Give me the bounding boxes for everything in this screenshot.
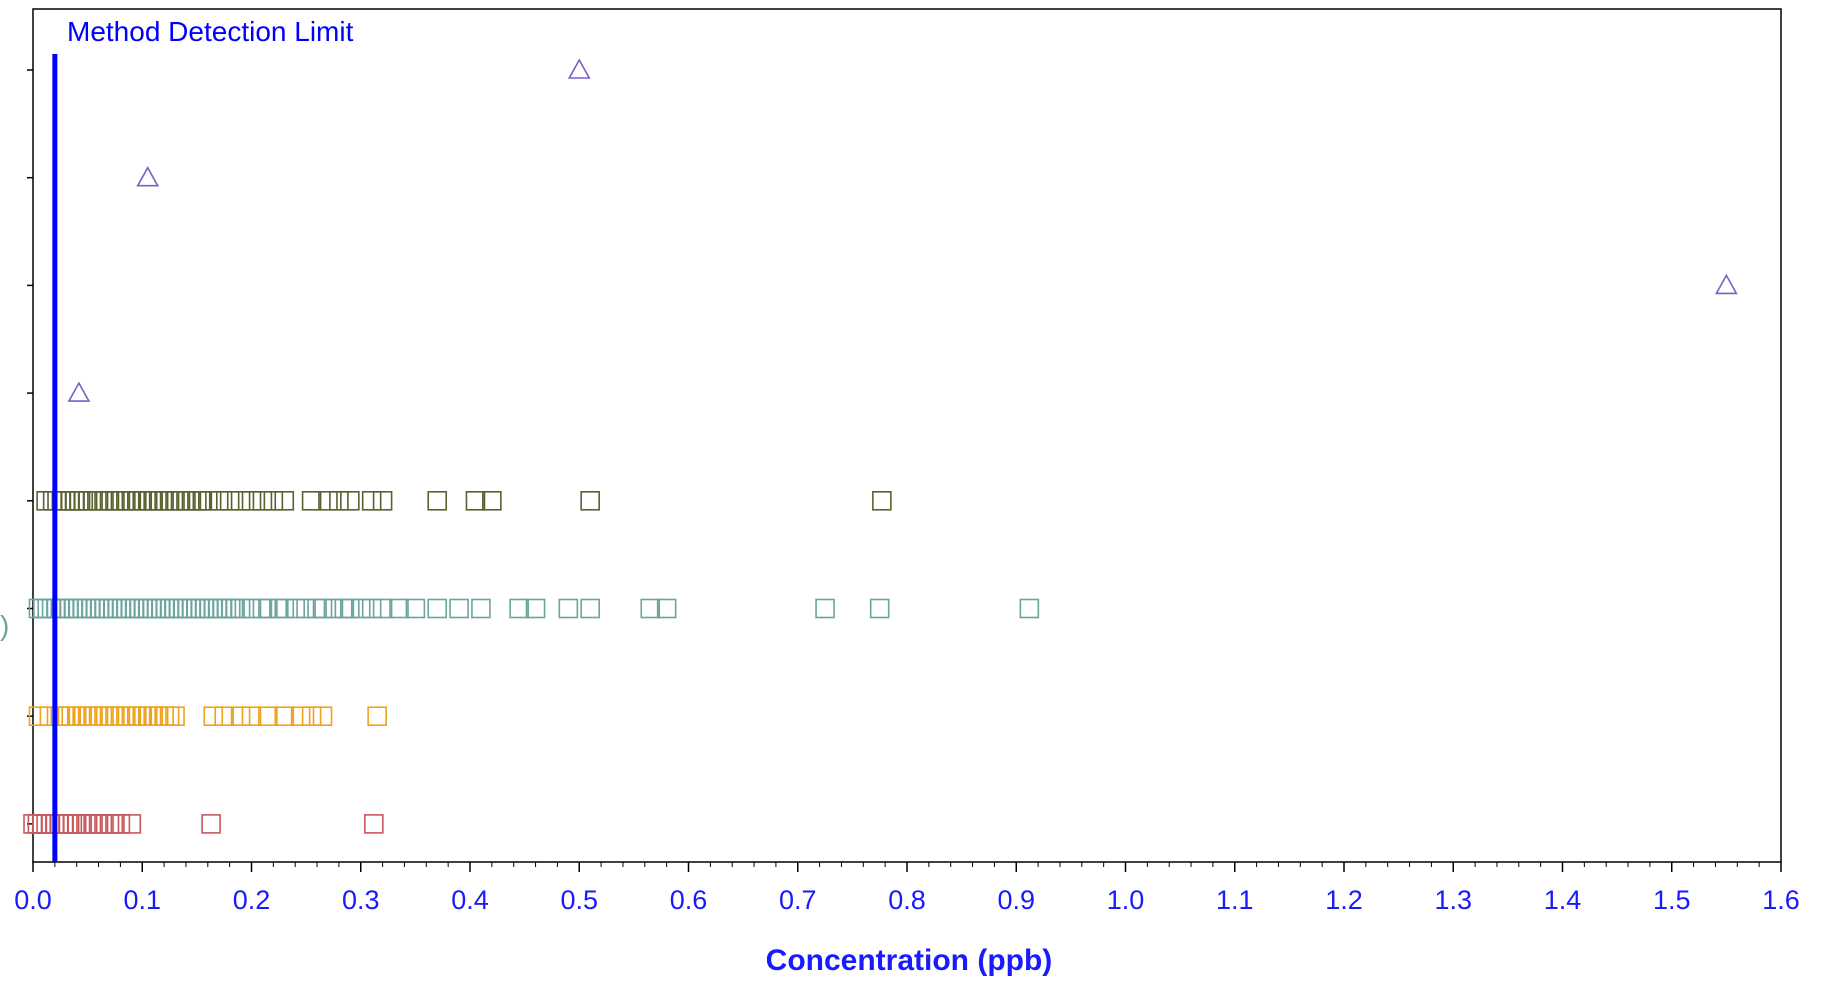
square-point (405, 598, 426, 619)
square-point (872, 490, 892, 511)
square-point (318, 490, 338, 511)
square-point (230, 598, 251, 619)
x-tick-label: 1.3 (1434, 885, 1472, 915)
square-point (525, 598, 546, 619)
square-point (312, 706, 333, 727)
square-point (471, 598, 491, 619)
square-point (580, 598, 600, 619)
square-point (241, 490, 262, 511)
x-tick-label: 1.0 (1107, 885, 1145, 915)
x-axis-tick-labels: 0.0 0.1 0.2 0.3 0.4 0.5 0.6 0.7 0.8 0.9 1.0 1.1 1.2 1… (14, 885, 1800, 915)
square-point (296, 598, 316, 619)
square-point (427, 598, 448, 619)
square-point (39, 706, 60, 727)
square-point (323, 598, 344, 619)
x-tick-label: 1.6 (1762, 885, 1800, 915)
square-point (482, 490, 502, 511)
square-point (364, 814, 384, 834)
square-point (427, 490, 448, 511)
triangle-point (67, 381, 91, 402)
square-point (258, 598, 278, 619)
data-points (23, 58, 1738, 834)
square-point (201, 814, 221, 834)
truncated-y-axis-label: ) (0, 610, 9, 641)
square-point (241, 706, 262, 727)
square-point (285, 598, 306, 619)
method-detection-limit-label: Method Detection Limit (67, 16, 354, 47)
x-tick-label: 1.2 (1325, 885, 1363, 915)
x-tick-label: 0.1 (123, 885, 161, 915)
x-tick-label: 0.5 (560, 885, 598, 915)
x-tick-label: 0.7 (779, 885, 817, 915)
square-point (290, 706, 311, 727)
x-tick-label: 1.4 (1544, 885, 1582, 915)
triangle-point (567, 58, 591, 79)
x-axis-ticks (32, 862, 1782, 872)
square-point (372, 490, 393, 511)
square-point (350, 598, 371, 619)
square-point (110, 814, 131, 834)
square-point (449, 598, 469, 619)
square-point (465, 490, 486, 511)
square-point (214, 706, 234, 727)
square-point (869, 598, 890, 619)
square-point (301, 706, 322, 727)
square-point (258, 706, 278, 727)
square-point (361, 490, 382, 511)
square-point (241, 598, 262, 619)
square-point (165, 706, 185, 727)
square-point (301, 490, 322, 511)
square-point (203, 706, 224, 727)
square-point (1019, 598, 1040, 619)
square-point (230, 706, 251, 727)
square-point (558, 598, 579, 619)
square-point (361, 598, 382, 619)
square-point (230, 490, 251, 511)
x-tick-label: 0.0 (14, 885, 52, 915)
x-tick-label: 0.3 (342, 885, 380, 915)
square-point (389, 598, 409, 619)
square-point (208, 490, 229, 511)
x-tick-label: 0.9 (997, 885, 1035, 915)
square-point (28, 706, 49, 727)
square-point (274, 490, 295, 511)
square-point (121, 814, 142, 834)
square-point (198, 490, 218, 511)
square-point (252, 490, 273, 511)
x-tick-label: 0.8 (888, 885, 926, 915)
triangle-point (1715, 273, 1738, 295)
square-point (367, 706, 387, 727)
square-point (640, 598, 661, 619)
square-point (580, 490, 600, 511)
square-point (656, 598, 677, 619)
square-point (263, 490, 284, 511)
x-tick-label: 0.2 (233, 885, 271, 915)
square-point (274, 706, 295, 727)
x-tick-label: 1.1 (1216, 885, 1254, 915)
square-point (372, 598, 393, 619)
x-tick-label: 0.6 (670, 885, 708, 915)
square-point (274, 598, 295, 619)
triangle-point (136, 166, 160, 187)
square-point (340, 490, 360, 511)
square-point (340, 598, 360, 619)
square-point (329, 490, 349, 511)
square-point (312, 598, 333, 619)
x-tick-label: 0.4 (451, 885, 489, 915)
square-point (219, 490, 240, 511)
square-point (815, 598, 835, 619)
x-tick-label: 1.5 (1653, 885, 1691, 915)
x-axis-title: Concentration (ppb) (766, 944, 1053, 977)
square-point (509, 598, 529, 619)
